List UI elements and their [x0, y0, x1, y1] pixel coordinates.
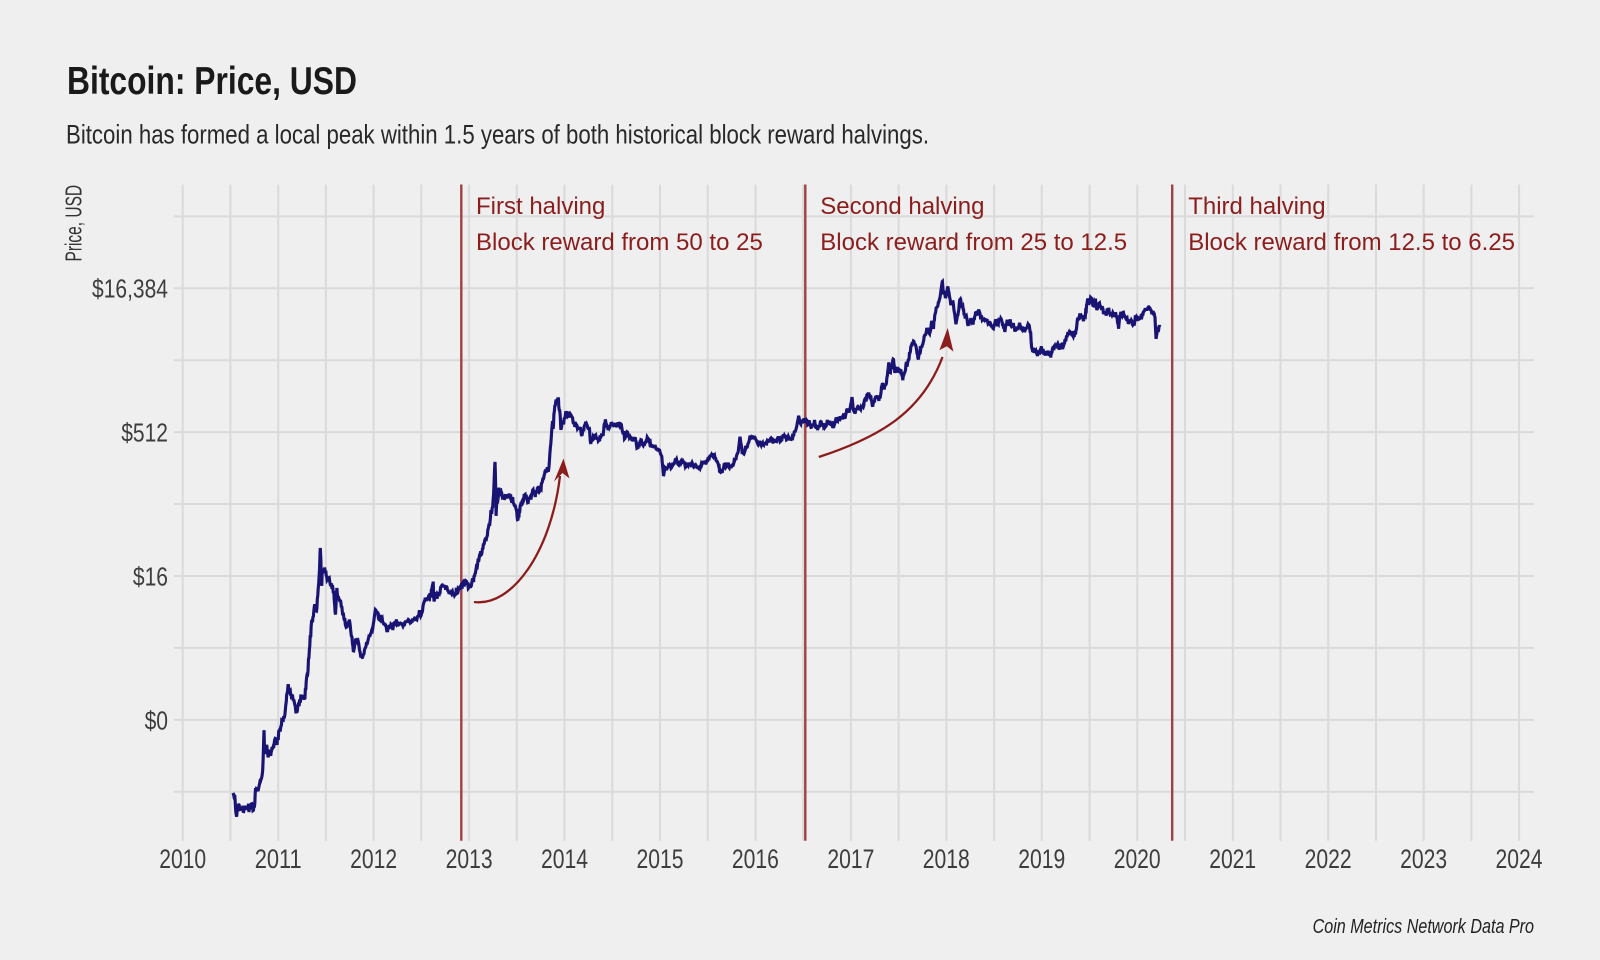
svg-text:$16,384: $16,384 — [92, 276, 168, 304]
svg-text:2017: 2017 — [827, 844, 874, 874]
svg-text:2015: 2015 — [637, 844, 684, 874]
svg-text:Bitcoin has formed a local pea: Bitcoin has formed a local peak within 1… — [66, 120, 929, 150]
svg-text:Third halving: Third halving — [1188, 193, 1325, 220]
svg-text:$0: $0 — [145, 707, 168, 735]
svg-text:2011: 2011 — [255, 844, 302, 874]
svg-text:2022: 2022 — [1305, 844, 1352, 874]
svg-text:Block reward from 50 to 25: Block reward from 50 to 25 — [476, 229, 763, 256]
svg-text:Price, USD: Price, USD — [61, 185, 87, 262]
svg-text:2021: 2021 — [1209, 844, 1256, 874]
svg-text:2018: 2018 — [923, 844, 970, 874]
svg-text:2014: 2014 — [541, 844, 588, 874]
svg-text:2013: 2013 — [446, 844, 493, 874]
svg-text:2016: 2016 — [732, 844, 779, 874]
svg-text:2010: 2010 — [159, 844, 206, 874]
svg-text:Block reward from 12.5 to 6.25: Block reward from 12.5 to 6.25 — [1188, 229, 1515, 256]
svg-text:2023: 2023 — [1400, 844, 1447, 874]
svg-text:First halving: First halving — [476, 193, 605, 220]
svg-text:2019: 2019 — [1018, 844, 1065, 874]
svg-text:$512: $512 — [121, 420, 168, 448]
svg-text:2020: 2020 — [1114, 844, 1161, 874]
svg-text:Coin Metrics Network Data Pro: Coin Metrics Network Data Pro — [1313, 915, 1534, 938]
svg-text:Second halving: Second halving — [820, 193, 984, 220]
svg-text:Block reward from 25 to 12.5: Block reward from 25 to 12.5 — [820, 229, 1127, 256]
svg-text:Bitcoin: Price, USD: Bitcoin: Price, USD — [67, 60, 357, 103]
svg-text:2024: 2024 — [1496, 844, 1543, 874]
svg-text:2012: 2012 — [350, 844, 397, 874]
svg-text:$16: $16 — [133, 563, 168, 591]
